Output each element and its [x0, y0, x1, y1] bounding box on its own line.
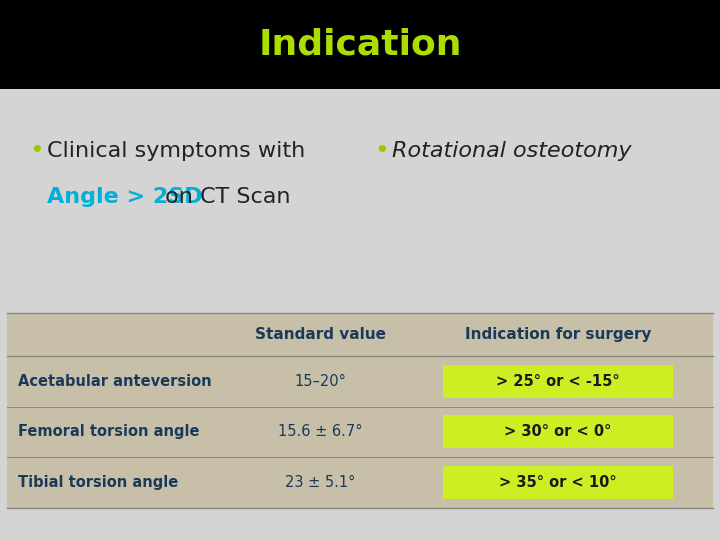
Bar [7, 313, 713, 508]
Text: Indication: Indication [258, 28, 462, 62]
Text: Standard value: Standard value [255, 327, 386, 342]
Text: Indication for surgery: Indication for surgery [464, 327, 652, 342]
FancyBboxPatch shape [443, 415, 673, 448]
Text: Tibial torsion angle: Tibial torsion angle [18, 475, 179, 490]
FancyBboxPatch shape [443, 465, 673, 499]
Text: Femoral torsion angle: Femoral torsion angle [18, 424, 199, 439]
Text: •: • [29, 139, 43, 163]
Text: Rotational osteotomy: Rotational osteotomy [392, 141, 632, 161]
Text: 15–20°: 15–20° [294, 374, 346, 389]
Text: > 25° or < -15°: > 25° or < -15° [496, 374, 620, 389]
Text: Angle > 2SD: Angle > 2SD [47, 187, 202, 207]
Text: > 30° or < 0°: > 30° or < 0° [504, 424, 612, 439]
Text: Acetabular anteversion: Acetabular anteversion [18, 374, 212, 389]
Bar [0, 89, 720, 540]
Text: > 35° or < 10°: > 35° or < 10° [499, 475, 617, 490]
Bar [0, 0, 720, 89]
Text: on CT Scan: on CT Scan [158, 187, 291, 207]
Text: 23 ± 5.1°: 23 ± 5.1° [285, 475, 356, 490]
FancyBboxPatch shape [443, 364, 673, 398]
Text: 15.6 ± 6.7°: 15.6 ± 6.7° [278, 424, 363, 439]
Text: •: • [374, 139, 389, 163]
Text: Clinical symptoms with: Clinical symptoms with [47, 141, 305, 161]
